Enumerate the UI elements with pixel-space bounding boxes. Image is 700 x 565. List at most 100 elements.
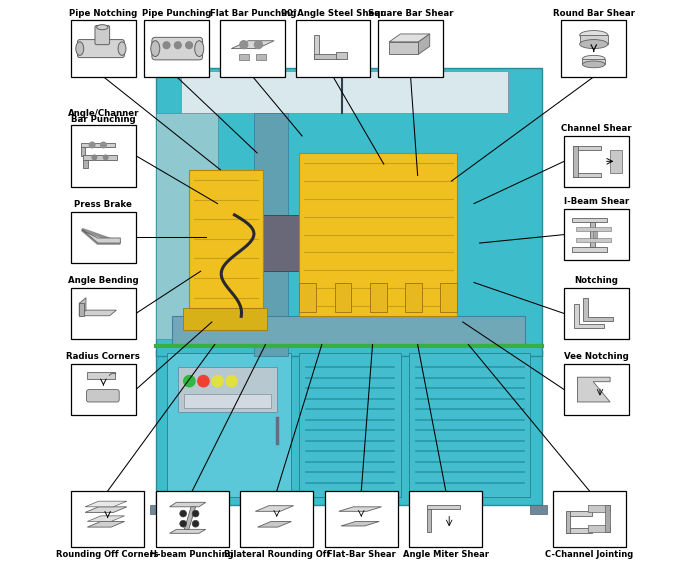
FancyBboxPatch shape (152, 37, 202, 60)
Text: Vee Notching: Vee Notching (564, 353, 629, 362)
FancyBboxPatch shape (300, 282, 316, 312)
Circle shape (163, 42, 170, 49)
FancyBboxPatch shape (87, 390, 119, 402)
Circle shape (180, 510, 187, 517)
Polygon shape (573, 146, 601, 150)
Circle shape (101, 142, 106, 148)
Polygon shape (606, 505, 610, 532)
Text: Rounding Off Corners: Rounding Off Corners (57, 550, 159, 559)
Text: Channel Shear: Channel Shear (561, 124, 632, 133)
Polygon shape (314, 35, 319, 59)
FancyBboxPatch shape (144, 20, 209, 77)
Circle shape (183, 376, 195, 387)
Circle shape (180, 520, 187, 527)
FancyBboxPatch shape (440, 282, 457, 312)
Polygon shape (389, 34, 430, 42)
FancyBboxPatch shape (297, 20, 370, 77)
Ellipse shape (195, 41, 204, 57)
Polygon shape (83, 155, 117, 160)
FancyBboxPatch shape (181, 71, 508, 114)
Polygon shape (574, 305, 605, 328)
Polygon shape (83, 160, 88, 168)
FancyBboxPatch shape (561, 20, 626, 77)
Polygon shape (590, 222, 595, 247)
Polygon shape (593, 231, 597, 238)
Circle shape (240, 41, 248, 49)
Text: Pipe Punching: Pipe Punching (142, 8, 211, 18)
Polygon shape (314, 54, 340, 59)
FancyBboxPatch shape (335, 282, 351, 312)
FancyBboxPatch shape (370, 282, 386, 312)
Ellipse shape (118, 42, 126, 55)
Polygon shape (85, 501, 127, 507)
Polygon shape (566, 528, 592, 533)
Polygon shape (184, 507, 195, 529)
Polygon shape (573, 146, 578, 177)
Polygon shape (79, 303, 84, 316)
FancyBboxPatch shape (155, 350, 542, 505)
FancyBboxPatch shape (71, 212, 136, 263)
Polygon shape (427, 505, 461, 509)
FancyBboxPatch shape (155, 114, 218, 339)
Polygon shape (258, 521, 291, 527)
FancyBboxPatch shape (239, 54, 248, 60)
FancyBboxPatch shape (71, 491, 144, 547)
Polygon shape (610, 150, 622, 172)
Ellipse shape (582, 61, 605, 68)
Polygon shape (427, 509, 431, 532)
Polygon shape (389, 42, 419, 54)
FancyBboxPatch shape (531, 505, 547, 514)
Polygon shape (589, 505, 610, 512)
FancyBboxPatch shape (564, 136, 629, 186)
Polygon shape (79, 298, 86, 316)
Polygon shape (85, 507, 127, 512)
FancyBboxPatch shape (167, 353, 290, 497)
FancyBboxPatch shape (71, 288, 136, 339)
Polygon shape (578, 377, 610, 402)
Circle shape (90, 142, 95, 148)
Text: Square Bar Shear: Square Bar Shear (368, 8, 454, 18)
Text: Bilateral Rounding Off: Bilateral Rounding Off (223, 550, 330, 559)
Text: Press Brake: Press Brake (74, 200, 132, 209)
FancyBboxPatch shape (190, 170, 262, 308)
Circle shape (193, 510, 199, 517)
FancyBboxPatch shape (553, 491, 626, 547)
Circle shape (186, 42, 192, 49)
Circle shape (255, 41, 262, 49)
Circle shape (212, 376, 223, 387)
Polygon shape (81, 143, 115, 147)
Polygon shape (82, 229, 120, 243)
FancyBboxPatch shape (150, 505, 167, 514)
FancyBboxPatch shape (325, 491, 398, 547)
Circle shape (193, 520, 199, 527)
Polygon shape (81, 147, 85, 156)
FancyBboxPatch shape (378, 20, 443, 77)
FancyBboxPatch shape (410, 353, 531, 497)
FancyBboxPatch shape (178, 367, 276, 412)
FancyBboxPatch shape (71, 364, 136, 415)
FancyBboxPatch shape (71, 20, 136, 77)
Polygon shape (341, 521, 379, 526)
Text: Flat-Bar Shear: Flat-Bar Shear (327, 550, 396, 559)
Polygon shape (87, 372, 115, 380)
Polygon shape (419, 34, 430, 54)
Text: Bar Punching: Bar Punching (71, 115, 136, 124)
Ellipse shape (582, 55, 605, 62)
Text: Round Bar Shear: Round Bar Shear (553, 8, 635, 18)
FancyBboxPatch shape (78, 40, 125, 58)
Text: Notching: Notching (575, 276, 619, 285)
Polygon shape (575, 238, 610, 242)
Text: 90°Angle Steel Shear: 90°Angle Steel Shear (281, 8, 385, 18)
FancyBboxPatch shape (172, 316, 525, 345)
FancyBboxPatch shape (155, 68, 542, 356)
FancyBboxPatch shape (183, 308, 267, 331)
Text: Angle Miter Shear: Angle Miter Shear (402, 550, 489, 559)
Text: H-beam Punching: H-beam Punching (150, 550, 234, 559)
FancyBboxPatch shape (580, 35, 608, 44)
Polygon shape (88, 516, 125, 521)
Text: I-Beam Shear: I-Beam Shear (564, 197, 629, 206)
FancyBboxPatch shape (220, 20, 285, 77)
Polygon shape (575, 227, 610, 231)
FancyBboxPatch shape (300, 353, 400, 497)
Ellipse shape (97, 25, 108, 30)
